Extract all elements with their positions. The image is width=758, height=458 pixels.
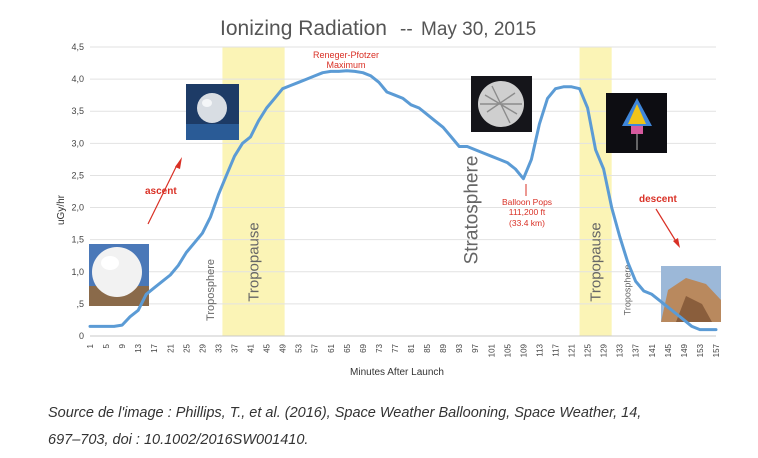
x-tick-label: 133	[616, 343, 625, 357]
x-tick-label: 81	[407, 343, 416, 352]
x-tick-label: 85	[423, 343, 432, 352]
photo-parachute-descent	[606, 93, 667, 153]
annotation-pop-line2: 111,200 ft	[509, 207, 546, 217]
zone-label: Troposphere	[205, 259, 217, 321]
x-tick-label: 9	[118, 343, 127, 348]
y-axis-ticks: 0 ,5 1,0 1,5 2,0 2,5 3,0 3,5 4,0 4,5	[71, 42, 84, 341]
x-tick-label: 145	[664, 343, 673, 357]
y-tick-label: 3,0	[71, 138, 84, 148]
annotation-rp-line1: Reneger-Pfotzer	[313, 50, 379, 60]
x-tick-label: 29	[198, 343, 207, 352]
x-tick-label: 121	[568, 343, 577, 357]
x-tick-label: 113	[535, 343, 544, 356]
x-tick-label: 149	[680, 343, 689, 357]
radiation-series-line	[88, 69, 718, 332]
x-tick-label: 153	[696, 343, 705, 357]
x-tick-label: 69	[359, 343, 368, 352]
chart-title-date: May 30, 2015	[421, 19, 536, 40]
x-tick-label: 125	[584, 343, 593, 357]
x-tick-label: 41	[247, 343, 256, 352]
x-tick-label: 137	[632, 343, 641, 357]
x-tick-label: 89	[439, 343, 448, 352]
x-tick-label: 1	[86, 343, 95, 348]
descent-arrow-shaft	[655, 208, 678, 244]
x-tick-label: 77	[391, 343, 400, 352]
caption-line-1: Source de l'image : Phillips, T., et al.…	[48, 405, 642, 421]
y-tick-label: 2,5	[71, 170, 84, 180]
descent-arrow-head	[673, 238, 680, 248]
x-tick-label: 5	[102, 343, 111, 348]
y-tick-label: 2,0	[71, 203, 84, 213]
caption-line-2: 697–703, doi : 10.1002/2016SW001410.	[48, 432, 309, 448]
x-tick-label: 17	[150, 343, 159, 352]
annotation-ascent: ascent	[145, 186, 177, 197]
x-axis-label: Minutes After Launch	[350, 367, 444, 378]
x-tick-label: 65	[343, 343, 352, 352]
photo-landing-rocks	[661, 266, 721, 322]
x-tick-label: 53	[295, 343, 304, 352]
x-tick-label: 141	[648, 343, 657, 357]
x-tick-label: 129	[600, 343, 609, 357]
y-tick-label: ,5	[76, 299, 84, 309]
photo-balloon-ascent	[186, 84, 239, 140]
chart-title-separator: --	[400, 19, 413, 40]
chart-title: Ionizing Radiation	[220, 17, 387, 40]
x-tick-label: 117	[551, 343, 560, 356]
radiation-chart: Ionizing Radiation -- May 30, 2015 0 ,5 1,…	[56, 17, 721, 378]
y-tick-label: 4,0	[71, 74, 84, 84]
annotation-descent: descent	[639, 194, 677, 205]
x-tick-label: 105	[503, 343, 512, 357]
x-tick-label: 157	[712, 343, 721, 357]
y-tick-label: 1,0	[71, 267, 84, 277]
x-tick-label: 25	[182, 343, 191, 352]
zone-label: Stratosphere	[462, 156, 483, 265]
annotation-pop-line1: Balloon Pops	[502, 197, 552, 207]
x-tick-label: 109	[519, 343, 528, 357]
x-tick-label: 13	[134, 343, 143, 352]
photo-balloon-launch	[89, 244, 149, 306]
x-tick-label: 37	[230, 343, 239, 352]
x-tick-label: 57	[311, 343, 320, 352]
image-caption: Source de l'image : Phillips, T., et al.…	[48, 400, 738, 454]
ascent-arrow-shaft	[147, 164, 178, 225]
y-axis-label: uGy/hr	[56, 194, 67, 225]
x-tick-label: 61	[327, 343, 336, 352]
x-tick-label: 45	[263, 343, 272, 352]
zone-label: Tropopause	[246, 222, 263, 302]
y-tick-label: 3,5	[71, 106, 84, 116]
photo-balloon-burst	[471, 76, 532, 132]
x-tick-label: 49	[279, 343, 288, 352]
zone-labels: Troposphere Tropopause Stratosphere Tropopa…	[205, 156, 633, 321]
x-tick-label: 93	[455, 343, 464, 352]
ascent-arrow-head	[175, 157, 182, 169]
x-tick-label: 101	[487, 343, 496, 357]
y-tick-label: 4,5	[71, 42, 84, 52]
zone-label: Tropopause	[588, 222, 605, 302]
zone-label: Troposphere	[623, 265, 633, 316]
x-tick-label: 73	[375, 343, 384, 352]
y-tick-label: 0	[79, 331, 84, 341]
y-tick-label: 1,5	[71, 235, 84, 245]
x-axis-ticks: 1 5 9 13 17 21 25 29 33 37 41 45 49 53 57 61 65 69 73 77 81 8…	[86, 343, 721, 357]
x-tick-label: 21	[166, 343, 175, 352]
x-tick-label: 97	[471, 343, 480, 352]
annotation-pop-line3: (33.4 km)	[509, 218, 545, 228]
x-tick-label: 33	[214, 343, 223, 352]
annotation-rp-line2: Maximum	[326, 60, 365, 70]
